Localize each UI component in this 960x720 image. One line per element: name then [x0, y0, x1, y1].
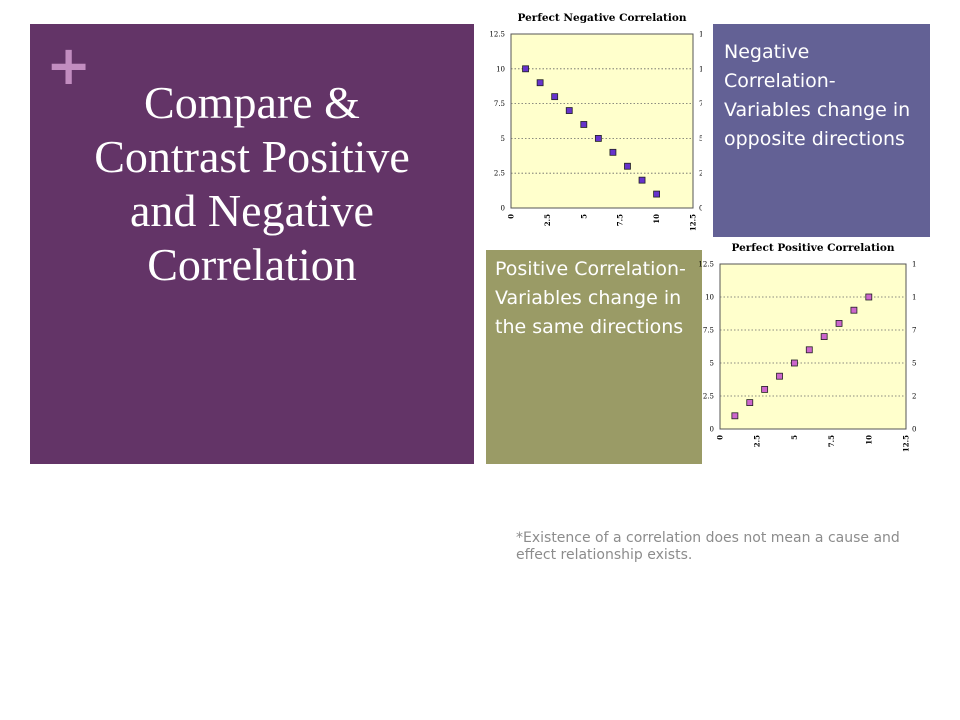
y-tick-label: 0 [501, 205, 505, 213]
x-tick-label: 7.5 [616, 214, 625, 226]
y-tick-label-right: 0 [912, 426, 916, 434]
x-tick-label: 7.5 [827, 435, 836, 447]
y-tick-label: 7.5 [494, 100, 505, 108]
x-tick-label: 10 [652, 214, 661, 224]
y-tick-label-right: 5 [699, 135, 702, 143]
y-tick-label: 2.5 [494, 170, 505, 178]
data-point [624, 162, 631, 170]
chart-title: Perfect Positive Correlation [731, 242, 894, 254]
x-tick-label: 2.5 [543, 214, 552, 226]
negative-correlation-box [713, 24, 930, 237]
positive-correlation-box [486, 250, 702, 464]
y-tick-label-right: 7.5 [699, 100, 702, 108]
data-point [761, 385, 769, 393]
data-point [638, 176, 646, 184]
y-tick-label: 0 [710, 426, 714, 434]
plot-area [510, 33, 694, 209]
x-tick-label: 5 [579, 214, 588, 219]
data-point [850, 306, 858, 314]
x-tick-label: 2.5 [753, 435, 762, 447]
y-tick-label-right: 0 [699, 205, 702, 213]
data-point [776, 372, 783, 380]
data-point [594, 135, 602, 142]
x-tick-label: 12.5 [902, 435, 911, 452]
data-point [551, 93, 559, 101]
y-tick-label-right: 10 [912, 294, 917, 302]
positive-correlation-text: Positive Correlation- Variables change i… [495, 258, 686, 338]
x-tick-label: 10 [864, 435, 873, 445]
y-tick-label: 7.5 [703, 327, 714, 335]
negative-correlation-text: Negative Correlation- Variables change i… [724, 41, 911, 150]
y-tick-label: 10 [705, 294, 714, 302]
y-tick-label-right: 12.5 [699, 31, 702, 39]
y-tick-label: 2.5 [703, 393, 714, 401]
y-tick-label-right: 2.5 [699, 170, 702, 178]
data-point [536, 79, 544, 87]
data-point [609, 148, 617, 156]
y-tick-label: 12.5 [698, 261, 714, 269]
positive-correlation-chart: Perfect Positive Correlation002.52.5557.… [698, 242, 917, 452]
x-tick-label: 0 [716, 435, 725, 440]
data-point [805, 346, 813, 354]
data-point [731, 412, 739, 420]
y-tick-label-right: 12.5 [912, 261, 917, 269]
data-point [522, 65, 529, 73]
y-tick-label-right: 10 [699, 65, 702, 73]
y-tick-label-right: 5 [912, 360, 916, 368]
data-point [791, 359, 798, 367]
plus-icon: + [46, 34, 92, 97]
negative-correlation-chart: Perfect Negative Correlation002.52.5557.… [489, 12, 702, 231]
footnote: *Existence of a correlation does not mea… [516, 530, 900, 563]
data-point [565, 107, 573, 114]
data-point [835, 320, 843, 327]
y-tick-label: 5 [501, 135, 505, 143]
y-tick-label: 12.5 [489, 31, 505, 39]
x-tick-label: 5 [790, 435, 799, 440]
data-point [820, 333, 828, 340]
x-tick-label: 0 [507, 214, 516, 219]
data-point [746, 399, 754, 407]
slide-title: Compare & Contrast Positive and Negative… [94, 77, 410, 290]
data-point [653, 190, 661, 198]
y-tick-label-right: 2.5 [912, 393, 917, 401]
y-tick-label: 10 [496, 65, 505, 73]
chart-title: Perfect Negative Correlation [518, 12, 687, 24]
title-panel [30, 24, 474, 464]
data-point [865, 293, 873, 301]
data-point [580, 121, 588, 128]
y-tick-label: 5 [710, 360, 714, 368]
y-tick-label-right: 7.5 [912, 327, 917, 335]
x-tick-label: 12.5 [689, 214, 698, 231]
